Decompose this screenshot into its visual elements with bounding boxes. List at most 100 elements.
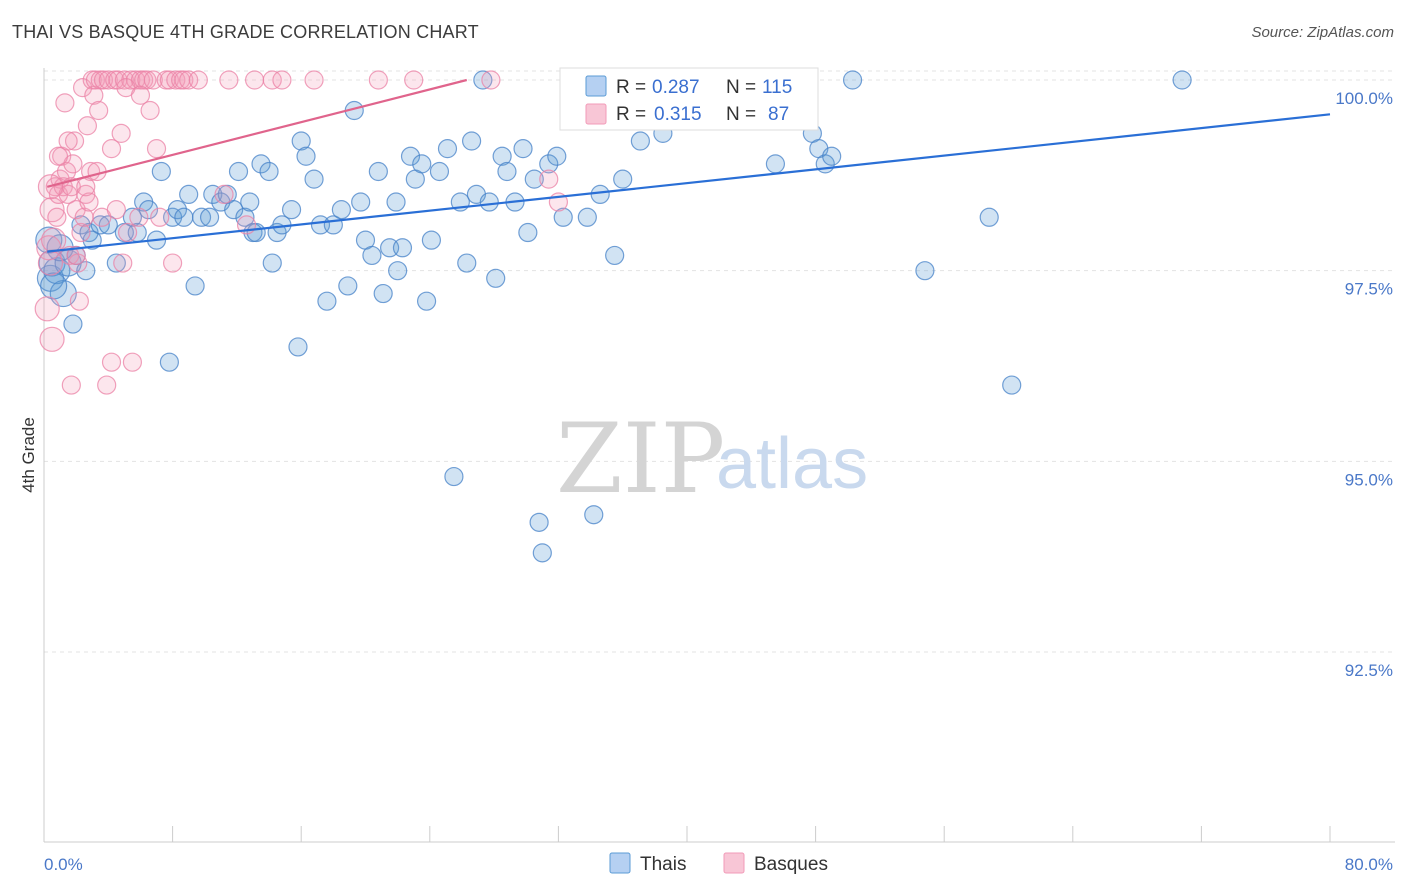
thais-point [251,154,271,174]
thais-point [151,161,171,182]
thais-point [122,207,143,227]
thais-point [98,215,118,235]
thais-point [331,200,351,220]
thais-point [76,261,96,281]
basques-point [163,253,183,273]
basques-point [61,375,81,395]
thais-point [444,466,464,487]
thais-point [373,283,393,304]
thais-point [203,184,223,204]
thais-point [473,70,493,90]
thais-point [281,200,302,220]
basques-point [64,131,85,151]
basques-point [34,296,60,322]
y-axis-label: 4th Grade [19,417,38,493]
thais-point [421,230,442,250]
thais-point [167,200,188,220]
basques-n-value: 87 [768,104,789,125]
thais-point [317,291,337,311]
thais-point [224,200,244,220]
basques-point [368,70,388,90]
thais-point [362,245,382,266]
basques-r-label: R = [616,104,646,125]
thais-point [553,207,573,227]
basques-point [41,227,67,253]
thais-point [262,253,282,273]
thais-point [386,192,406,212]
basques-n-label: N = [726,104,756,125]
basques-point [159,70,179,90]
basques-point [219,70,239,90]
thais-point [429,161,450,182]
basques-point [101,139,122,159]
thais-point [40,272,68,300]
legend-thais-label: Thais [640,854,686,875]
thais-n-label: N = [726,77,756,98]
thais-point [412,154,432,174]
basques-point [130,85,151,105]
thais-point [630,131,650,151]
thais-point [185,276,205,296]
thais-point [291,131,311,151]
thais-point [351,192,371,212]
thais-point [49,279,77,308]
thais-point [259,161,279,182]
thais-point [138,200,159,220]
thais-point [486,268,506,288]
thais-point [613,169,633,189]
basques-point [58,131,78,151]
basques-point [97,375,117,395]
thais-point [1002,375,1022,395]
thais-point [191,207,212,227]
thais-r-label: R = [616,77,646,98]
basques-point [111,123,131,143]
thais-point [577,207,597,227]
watermark: ZIP atlas [556,403,868,515]
basques-point [272,70,292,90]
thais-point [388,261,408,281]
y-tick-label: 92.5% [1345,661,1393,680]
y-tick-label: 100.0% [1335,89,1393,108]
thais-n-value: 115 [762,77,792,98]
thais-point [765,154,786,174]
thais-point [457,253,477,273]
basques-point [262,70,282,90]
thais-point [240,192,260,212]
basques-swatch [585,103,607,125]
basques-point [69,291,89,311]
thais-point [235,207,255,227]
thais-point [179,184,199,204]
thais-point [338,276,358,296]
basques-point [129,207,149,227]
basques-point [56,161,77,182]
basques-point [66,245,86,266]
basques-r-value: 0.315 [654,104,702,125]
thais-point [288,337,308,357]
basques-point [146,139,167,159]
x-tick-label-max: 80.0% [1345,855,1393,874]
basques-point [39,326,65,352]
thais-point [392,238,413,258]
thais-point [416,291,437,311]
y-tick-label: 95.0% [1345,470,1393,489]
thais-point [518,222,538,243]
thais-point [63,314,83,334]
basques-point [481,70,501,90]
thais-point [524,169,544,189]
thais-point [90,215,110,235]
basques-point [113,253,133,273]
thais-point [437,139,458,159]
thais-point [513,139,533,159]
thais-point [296,146,316,166]
thais-point [1172,70,1192,90]
thais-point [539,154,559,174]
basques-point [71,222,91,243]
basques-point [114,70,134,90]
legend-thais-swatch [609,852,631,874]
watermark-zip: ZIP [556,403,725,515]
thais-point [368,161,388,182]
thais-point [174,207,194,227]
thais-point [605,245,625,266]
basques-point [150,207,170,227]
basques-point [60,245,80,266]
